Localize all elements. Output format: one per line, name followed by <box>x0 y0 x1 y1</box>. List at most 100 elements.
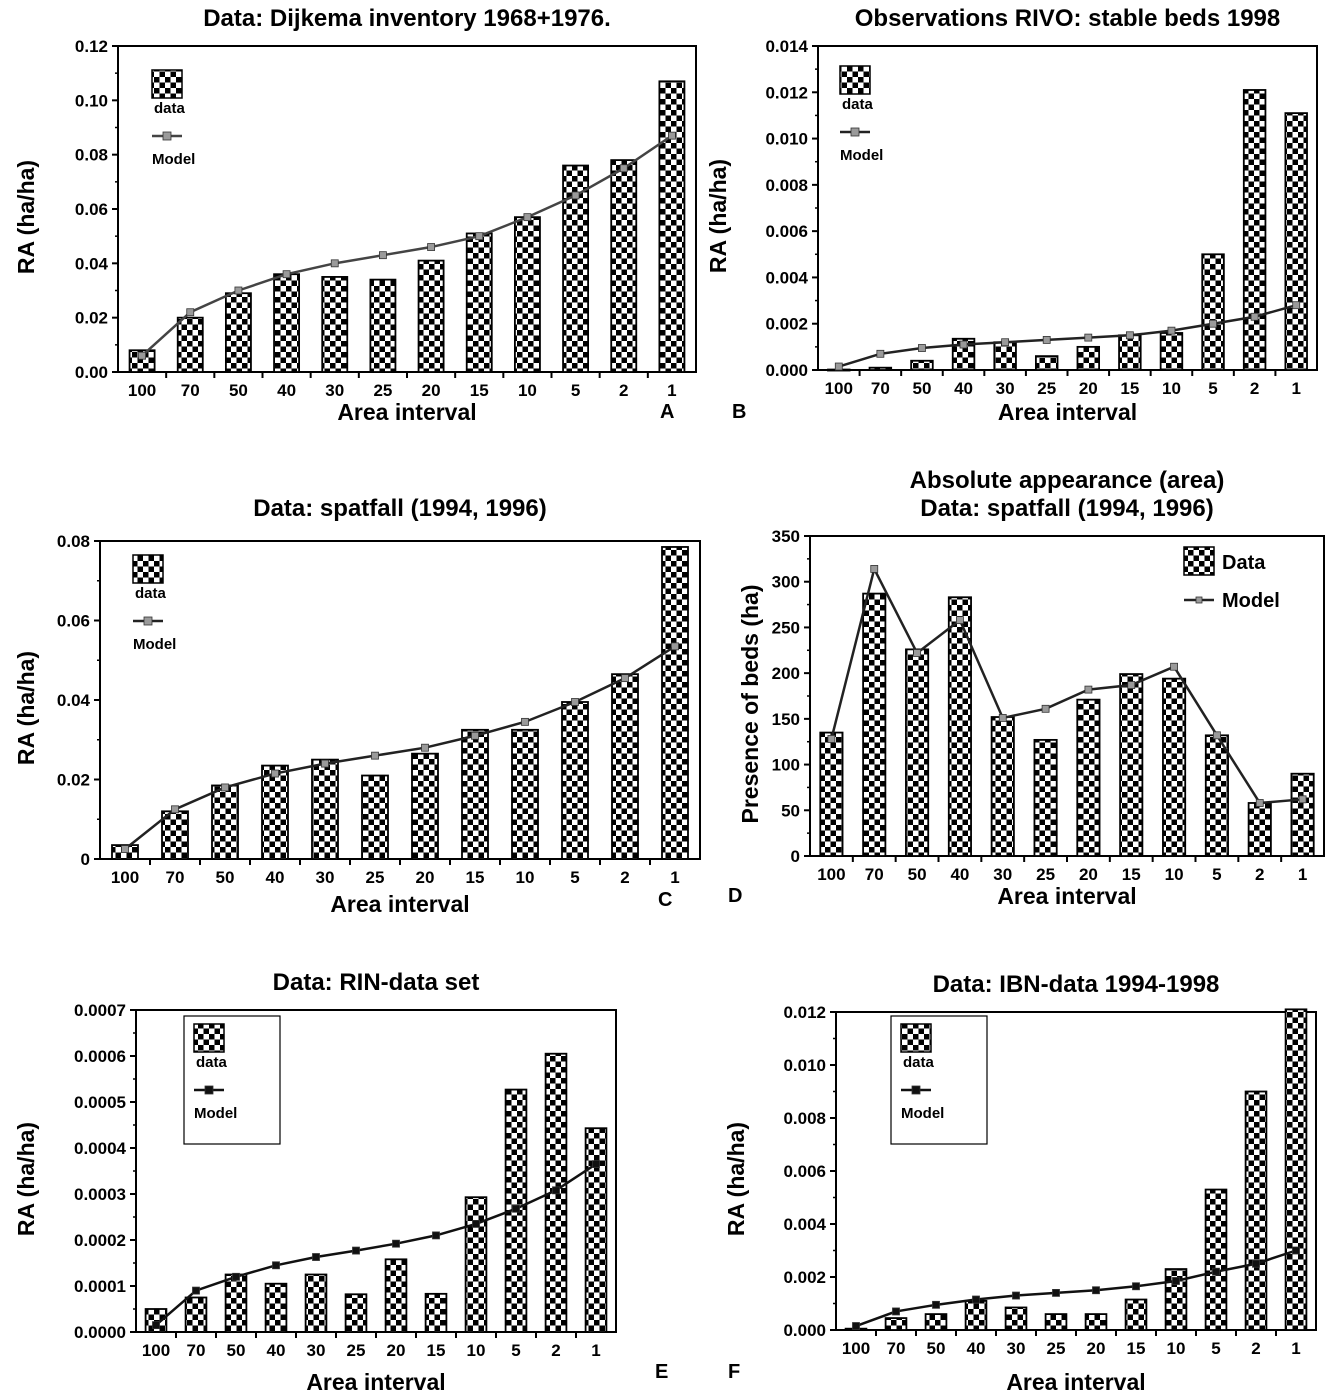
legend-label-model: Model <box>133 636 176 653</box>
bar-15 <box>1124 1298 1148 1331</box>
legend-swatch-data <box>1183 546 1215 576</box>
x-tick-label: 10 <box>1165 865 1184 884</box>
y-tick-label: 0.02 <box>75 309 108 328</box>
model-point-20 <box>1084 685 1093 694</box>
model-point-1 <box>1298 795 1307 804</box>
model-line <box>124 645 676 851</box>
model-point-40 <box>956 616 964 625</box>
bar-15 <box>461 728 489 860</box>
bar-70 <box>161 810 189 860</box>
x-tick-label: 70 <box>187 1341 206 1360</box>
y-tick-label: 200 <box>772 664 800 683</box>
x-tick-label: 1 <box>1291 379 1300 398</box>
model-line <box>855 1249 1297 1328</box>
x-tick-label: 40 <box>277 381 296 400</box>
x-tick-label: 1 <box>1298 865 1307 884</box>
panel-letter: B <box>732 401 746 423</box>
legend-marker-model <box>143 616 153 626</box>
x-tick-label: 1 <box>670 868 679 887</box>
bar-25 <box>1034 355 1059 371</box>
model-point-10 <box>1167 326 1176 335</box>
y-tick-label: 0.10 <box>75 91 108 110</box>
model-point-25 <box>1052 1289 1060 1297</box>
y-tick-label: 0.0002 <box>74 1231 126 1250</box>
x-tick-label: 5 <box>570 868 579 887</box>
model-point-25 <box>371 751 379 760</box>
x-tick-label: 2 <box>1251 1339 1260 1358</box>
plot-frame <box>117 45 697 373</box>
legend-label-model: Model <box>840 147 883 164</box>
x-tick-label: 40 <box>950 865 969 884</box>
legend-box <box>890 1015 988 1145</box>
x-tick-label: 25 <box>1047 1339 1066 1358</box>
plot-frame <box>99 540 701 860</box>
model-point-2 <box>619 164 628 173</box>
legend-label-data: data <box>196 1054 228 1071</box>
x-tick-label: 100 <box>142 1341 170 1360</box>
model-point-100 <box>121 845 129 853</box>
panel-letter: F <box>728 1361 740 1383</box>
y-tick-label: 0.02 <box>57 771 90 790</box>
model-point-50 <box>232 1272 240 1281</box>
y-axis-label: Presence of beds (ha) <box>737 584 763 823</box>
model-point-5 <box>1212 1267 1220 1276</box>
y-tick-label: 0.002 <box>765 315 808 334</box>
bar-1 <box>658 80 686 373</box>
model-point-30 <box>1001 338 1010 347</box>
x-tick-label: 25 <box>347 1341 366 1360</box>
model-point-40 <box>272 1261 280 1270</box>
x-tick-label: 50 <box>912 379 931 398</box>
bar-10 <box>511 728 539 860</box>
model-point-25 <box>1042 336 1051 344</box>
x-tick-label: 2 <box>1250 379 1259 398</box>
y-tick-label: 0.06 <box>75 200 108 219</box>
model-point-5 <box>1209 319 1217 328</box>
x-tick-label: 30 <box>1007 1339 1026 1358</box>
bar-100 <box>128 349 156 373</box>
y-axis-label: RA (ha/ha) <box>705 159 731 273</box>
model-point-15 <box>1127 681 1136 689</box>
bar-20 <box>1076 698 1101 857</box>
bar-25 <box>361 774 389 860</box>
x-tick-label: 70 <box>871 379 890 398</box>
chart-title: Observations RIVO: stable beds 1998 <box>855 5 1281 32</box>
x-tick-label: 1 <box>1291 1339 1300 1358</box>
x-tick-label: 50 <box>908 865 927 884</box>
y-tick-label: 0.004 <box>765 268 808 287</box>
model-line <box>830 565 1303 805</box>
y-tick-label: 0.008 <box>783 1109 826 1128</box>
bar-1 <box>1284 1008 1308 1331</box>
model-point-30 <box>321 759 329 768</box>
model-point-25 <box>1041 704 1050 713</box>
x-tick-label: 2 <box>620 868 629 887</box>
bar-20 <box>384 1258 408 1333</box>
bar-15 <box>424 1292 448 1333</box>
bar-70 <box>884 1317 908 1331</box>
bar-40 <box>964 1299 988 1331</box>
model-point-2 <box>552 1186 560 1195</box>
model-point-2 <box>621 674 629 683</box>
model-line <box>141 134 673 357</box>
x-axis-label: Area interval <box>337 399 476 425</box>
model-point-50 <box>234 286 243 295</box>
legend-label-data: Data <box>1222 552 1266 574</box>
bar-50 <box>910 359 934 371</box>
legend-label-data: data <box>842 96 874 113</box>
model-point-5 <box>512 1204 520 1213</box>
y-tick-label: 0.012 <box>765 83 808 102</box>
x-axis-label: Area interval <box>330 891 469 917</box>
bar-70 <box>184 1296 208 1333</box>
legend-label-data: data <box>903 1054 935 1071</box>
model-point-1 <box>1292 301 1301 310</box>
model-point-1 <box>592 1160 600 1168</box>
bar-5 <box>561 701 589 860</box>
model-point-2 <box>1252 1259 1260 1268</box>
model-point-5 <box>571 698 579 706</box>
x-tick-label: 50 <box>229 381 248 400</box>
bar-30 <box>321 276 349 373</box>
x-tick-label: 5 <box>571 381 580 400</box>
y-tick-label: 0.0004 <box>74 1139 127 1158</box>
x-tick-label: 100 <box>817 865 845 884</box>
y-tick-label: 0.006 <box>783 1162 826 1181</box>
